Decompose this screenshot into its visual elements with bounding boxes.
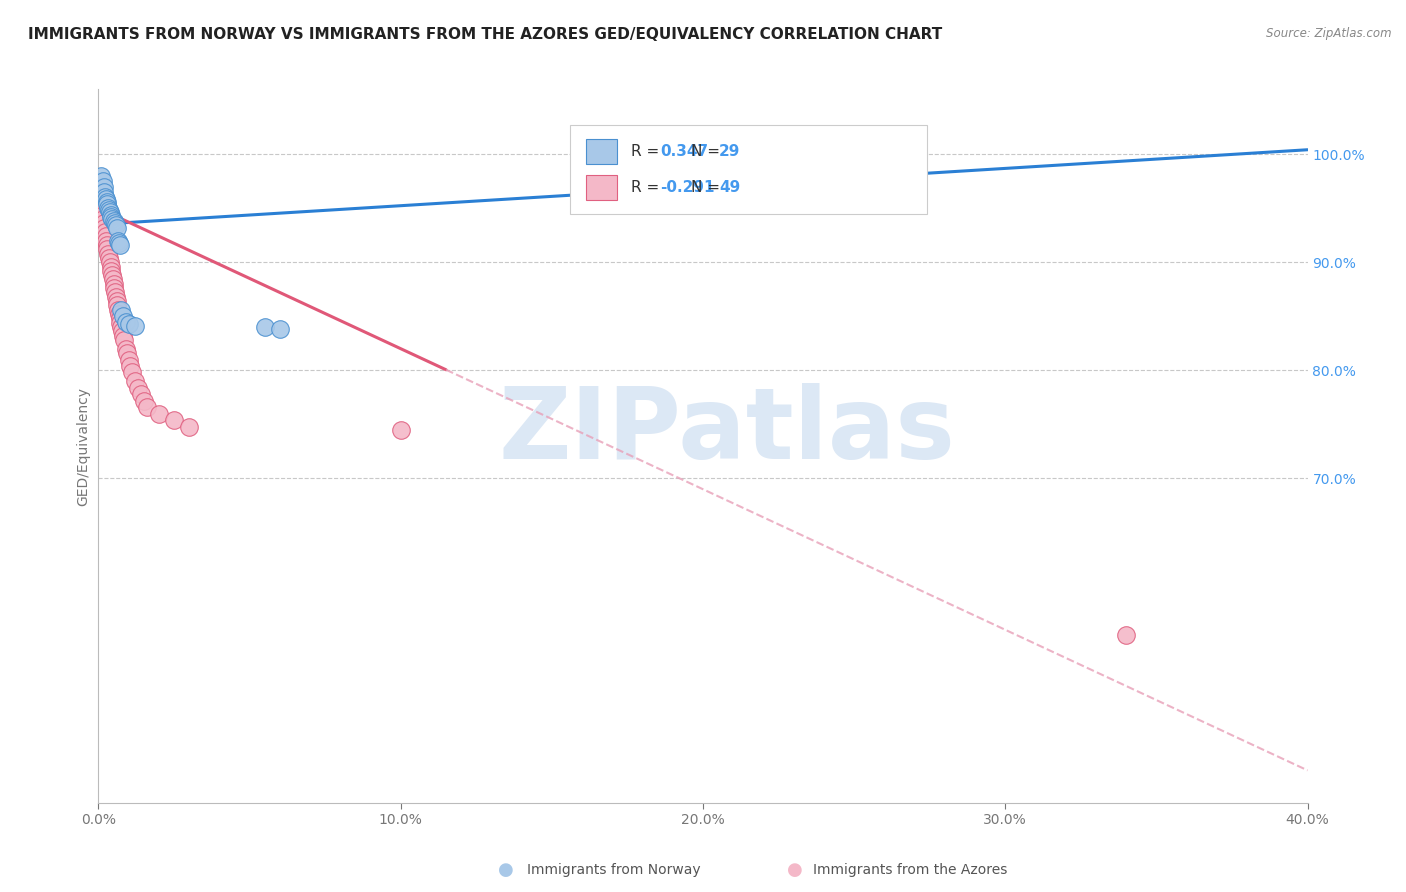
Point — [103, 281, 125, 295]
Point — [91, 203, 114, 218]
Point — [163, 413, 186, 427]
Point — [103, 277, 125, 291]
Point — [94, 193, 117, 207]
Point — [94, 229, 117, 244]
Point — [112, 333, 135, 347]
Point — [104, 216, 127, 230]
Text: N =: N = — [692, 144, 725, 159]
Point — [107, 234, 129, 248]
Point — [120, 359, 142, 373]
Text: ●: ● — [498, 861, 515, 879]
Point — [98, 203, 121, 218]
Point — [96, 194, 118, 209]
FancyBboxPatch shape — [586, 175, 617, 200]
Text: R =: R = — [631, 144, 664, 159]
Text: Source: ZipAtlas.com: Source: ZipAtlas.com — [1267, 27, 1392, 40]
Text: -0.291: -0.291 — [661, 180, 716, 195]
Point — [121, 366, 143, 380]
Point — [124, 318, 146, 333]
Point — [93, 220, 115, 235]
Point — [110, 302, 132, 317]
Text: IMMIGRANTS FROM NORWAY VS IMMIGRANTS FROM THE AZORES GED/EQUIVALENCY CORRELATION: IMMIGRANTS FROM NORWAY VS IMMIGRANTS FRO… — [28, 27, 942, 42]
Point — [91, 208, 114, 222]
Point — [114, 315, 136, 329]
Point — [90, 199, 112, 213]
Point — [101, 272, 124, 286]
Point — [108, 235, 131, 250]
Point — [93, 179, 115, 194]
Text: ZIPatlas: ZIPatlas — [499, 384, 956, 480]
Point — [1115, 628, 1137, 642]
Point — [108, 307, 131, 321]
Point — [108, 238, 131, 252]
Point — [127, 381, 149, 395]
Point — [107, 302, 129, 317]
Point — [96, 238, 118, 252]
Text: Immigrants from Norway: Immigrants from Norway — [527, 863, 700, 877]
Point — [103, 214, 125, 228]
Point — [179, 419, 201, 434]
Point — [105, 298, 128, 312]
Point — [97, 246, 120, 260]
Point — [90, 169, 112, 183]
Point — [253, 320, 276, 334]
Point — [100, 260, 122, 274]
Point — [98, 251, 121, 265]
Text: 49: 49 — [718, 180, 741, 195]
Point — [97, 201, 120, 215]
Text: 29: 29 — [718, 144, 741, 159]
Point — [101, 268, 124, 282]
Point — [90, 194, 112, 209]
Point — [111, 328, 134, 343]
Point — [111, 325, 134, 339]
Point — [129, 387, 152, 401]
Point — [96, 234, 118, 248]
Point — [93, 185, 115, 199]
Point — [114, 342, 136, 356]
Point — [108, 316, 131, 330]
Point — [108, 311, 131, 326]
Point — [100, 210, 122, 224]
Point — [904, 145, 927, 159]
Point — [269, 322, 291, 336]
Point — [98, 255, 121, 269]
Point — [135, 400, 157, 414]
Point — [94, 190, 117, 204]
Point — [111, 310, 134, 324]
Point — [105, 220, 128, 235]
Point — [104, 285, 127, 300]
Text: ●: ● — [786, 861, 803, 879]
Point — [100, 264, 122, 278]
Point — [96, 196, 118, 211]
Point — [148, 407, 170, 421]
Point — [93, 216, 115, 230]
Point — [91, 211, 114, 226]
Point — [105, 294, 128, 309]
Point — [101, 211, 124, 226]
Point — [110, 320, 132, 334]
Point — [100, 208, 122, 222]
Text: R =: R = — [631, 180, 664, 195]
Point — [118, 317, 141, 331]
Text: 0.347: 0.347 — [661, 144, 709, 159]
Text: N =: N = — [692, 180, 725, 195]
Point — [89, 190, 111, 204]
Point — [91, 174, 114, 188]
Point — [132, 393, 155, 408]
FancyBboxPatch shape — [586, 139, 617, 164]
Point — [115, 346, 138, 360]
Point — [104, 290, 127, 304]
Y-axis label: GED/Equivalency: GED/Equivalency — [76, 386, 90, 506]
Point — [94, 225, 117, 239]
Point — [96, 242, 118, 256]
Point — [118, 352, 141, 367]
FancyBboxPatch shape — [569, 125, 927, 214]
Point — [389, 423, 412, 437]
Point — [98, 205, 121, 219]
Point — [104, 219, 127, 233]
Point — [124, 374, 146, 388]
Text: Immigrants from the Azores: Immigrants from the Azores — [813, 863, 1007, 877]
